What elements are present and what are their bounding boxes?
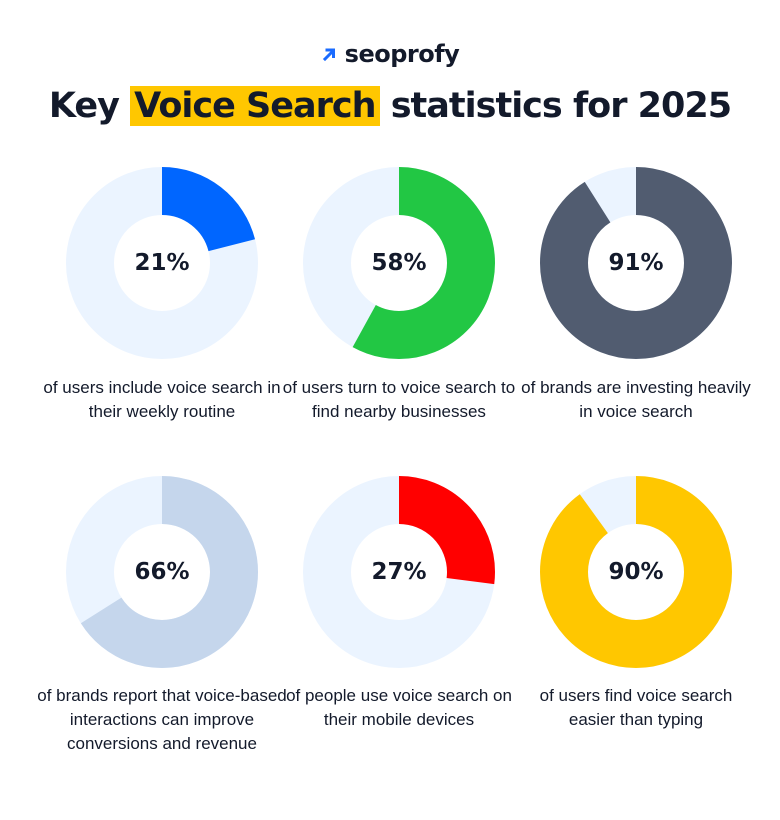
- donut-segment: [540, 476, 732, 668]
- stat-caption-2: of users turn to voice search to find ne…: [282, 378, 516, 421]
- donut-chart-6: 90%: [540, 476, 732, 668]
- stat-caption-1: of users include voice search in their w…: [43, 378, 281, 421]
- donut-segment: [540, 167, 732, 359]
- donut-chart-5: 27%: [303, 476, 495, 668]
- donut-svg: [540, 167, 732, 359]
- donut-svg: [303, 167, 495, 359]
- brand-name: seoprofy: [344, 40, 460, 68]
- stat-percentage: 21%: [134, 250, 190, 276]
- donut-segment: [66, 476, 258, 668]
- donut-svg: [66, 476, 258, 668]
- title-prefix: Key: [48, 86, 131, 126]
- donut-svg: [303, 476, 495, 668]
- stat-percentage: 90%: [608, 559, 664, 585]
- stat-percentage: 27%: [371, 559, 427, 585]
- donut-segment: [66, 167, 258, 359]
- stat-caption-5: of people use voice search on their mobi…: [286, 686, 512, 729]
- donut-svg: [66, 167, 258, 359]
- stat-percentage: 66%: [134, 559, 190, 585]
- stat-caption-3: of brands are investing heavily in voice…: [521, 378, 751, 421]
- donut-segment: [303, 476, 495, 668]
- stat-percentage: 58%: [371, 250, 427, 276]
- stat-percentage: 91%: [608, 250, 664, 276]
- donut-segment: [303, 167, 495, 359]
- donut-chart-1: 21%: [66, 167, 258, 359]
- donut-chart-4: 66%: [66, 476, 258, 668]
- title-highlight: Voice Search: [130, 86, 380, 126]
- stat-caption-6: of users find voice search easier than t…: [539, 686, 733, 729]
- donut-chart-3: 91%: [540, 167, 732, 359]
- title-suffix: statistics for 2025: [379, 86, 732, 126]
- brand-logo: seoprofy: [0, 40, 780, 68]
- arrow-up-right-icon: [322, 48, 335, 62]
- donut-svg: [540, 476, 732, 668]
- stat-caption-4: of brands report that voice-based intera…: [37, 686, 287, 753]
- donut-chart-2: 58%: [303, 167, 495, 359]
- page-title: Key Voice Search statistics for 2025: [0, 86, 780, 126]
